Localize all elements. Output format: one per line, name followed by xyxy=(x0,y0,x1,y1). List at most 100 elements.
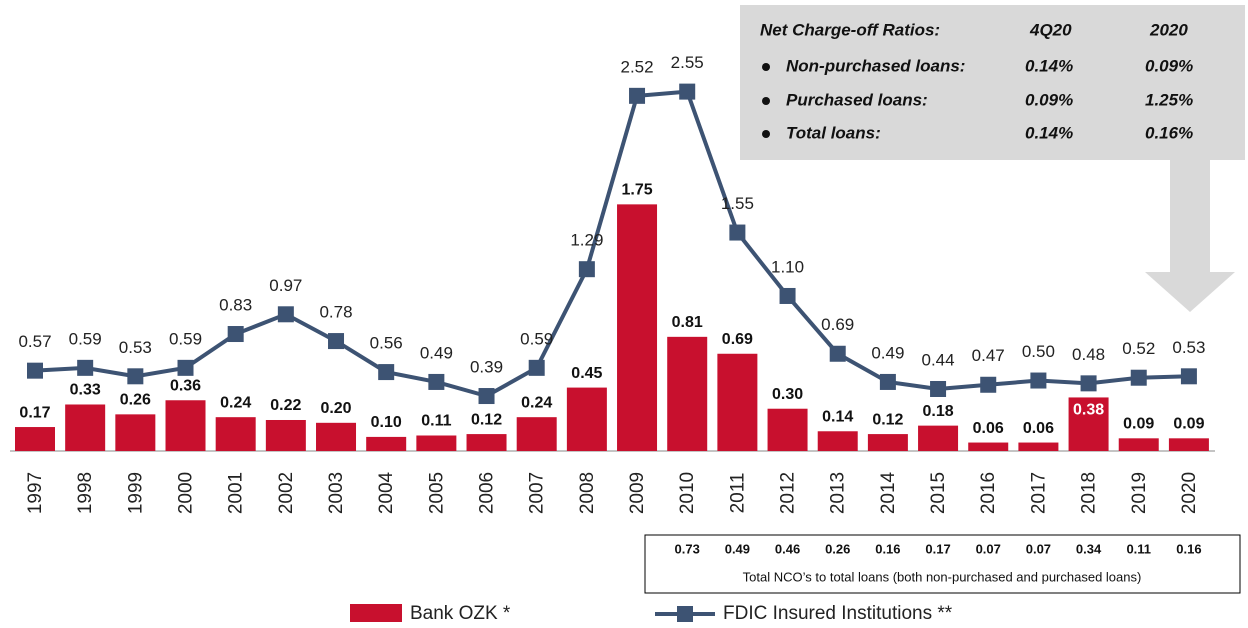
nco-value: 0.34 xyxy=(1076,541,1102,556)
nco-value: 0.17 xyxy=(925,541,950,556)
nco-value: 0.07 xyxy=(1026,541,1051,556)
bar-value-label: 0.11 xyxy=(421,413,451,430)
nco-value: 0.11 xyxy=(1126,541,1151,556)
line-marker xyxy=(127,368,144,385)
bar xyxy=(316,422,357,451)
bar xyxy=(416,435,457,451)
line-marker xyxy=(1080,375,1097,392)
bar xyxy=(867,434,908,451)
x-tick-label: 2005 xyxy=(426,472,447,514)
bar-value-label: 0.12 xyxy=(872,411,903,428)
x-tick-label: 2004 xyxy=(376,471,397,514)
line-value-label: 1.29 xyxy=(570,231,603,250)
bar-value-label: 0.69 xyxy=(722,331,753,348)
line-value-label: 0.69 xyxy=(821,315,854,334)
bar-value-label: 1.75 xyxy=(621,182,652,199)
nco-value: 0.46 xyxy=(775,541,800,556)
line-value-label: 0.78 xyxy=(319,303,352,322)
line-value-label: 0.57 xyxy=(18,332,51,351)
line-value-label: 2.55 xyxy=(671,53,704,72)
line-value-label: 0.49 xyxy=(871,343,904,362)
line-marker xyxy=(227,326,244,343)
line-marker xyxy=(829,345,846,362)
bar xyxy=(65,404,106,451)
nco-value: 0.73 xyxy=(675,541,700,556)
x-tick-label: 2002 xyxy=(276,472,297,514)
x-tick-label: 1999 xyxy=(125,472,146,514)
bar xyxy=(466,434,507,451)
bar xyxy=(566,387,607,451)
bar-value-label: 0.36 xyxy=(170,377,201,394)
inset-cell: 0.16% xyxy=(1145,123,1193,142)
bar-value-label: 0.45 xyxy=(571,365,602,382)
line-value-label: 0.49 xyxy=(420,343,453,362)
line-value-label: 0.83 xyxy=(219,296,252,315)
line-marker xyxy=(779,287,796,304)
inset-cell: Non-purchased loans: xyxy=(786,56,965,75)
line-value-label: 0.50 xyxy=(1022,342,1055,361)
legend-label: FDIC Insured Institutions ** xyxy=(723,603,953,624)
x-tick-label: 2006 xyxy=(477,472,498,514)
x-tick-label: 1998 xyxy=(75,472,96,514)
inset-arrow xyxy=(1145,160,1235,312)
x-tick-label: 2009 xyxy=(627,472,648,514)
line-value-label: 1.10 xyxy=(771,257,804,276)
line-value-label: 0.48 xyxy=(1072,345,1105,364)
nco-box xyxy=(644,534,1241,594)
line-marker xyxy=(328,333,345,350)
bar-value-label: 0.24 xyxy=(521,394,552,411)
line-marker xyxy=(679,83,696,100)
bar xyxy=(1168,438,1209,451)
inset-header: 2020 xyxy=(1149,20,1188,39)
x-tick-label: 2001 xyxy=(226,472,247,514)
line-value-label: 0.52 xyxy=(1122,339,1155,358)
line-value-label: 0.53 xyxy=(119,338,152,357)
bar-value-label: 0.12 xyxy=(471,411,502,428)
line-marker xyxy=(27,362,43,379)
bar-value-label: 0.06 xyxy=(1023,420,1054,437)
bullet xyxy=(762,130,770,138)
x-tick-label: 2015 xyxy=(928,472,949,514)
bar xyxy=(717,353,758,451)
inset-cell: Purchased loans: xyxy=(786,90,928,109)
legend-swatch xyxy=(350,604,402,622)
x-tick-label: 2008 xyxy=(577,472,598,514)
line-value-label: 0.97 xyxy=(269,276,302,295)
bar xyxy=(767,408,808,451)
bar xyxy=(1068,397,1109,451)
bar xyxy=(918,425,959,451)
x-tick-label: 2010 xyxy=(677,472,698,514)
bullet xyxy=(762,63,770,71)
x-tick-label: 2014 xyxy=(878,471,899,514)
bar-value-label: 0.10 xyxy=(371,414,402,431)
x-tick-label: 2017 xyxy=(1028,472,1049,514)
bar-value-label: 0.17 xyxy=(19,404,50,421)
bar-value-label: 0.24 xyxy=(220,394,251,411)
line-marker xyxy=(1180,368,1197,385)
line-marker xyxy=(980,376,997,393)
line-marker xyxy=(1030,372,1047,389)
bar xyxy=(968,442,1009,451)
bar-value-label: 0.09 xyxy=(1173,416,1204,433)
bar-value-label: 0.30 xyxy=(772,386,803,403)
line-value-label: 1.55 xyxy=(721,194,754,213)
bar-value-label: 0.22 xyxy=(270,397,301,414)
line-marker xyxy=(177,359,194,376)
line-marker xyxy=(277,306,294,323)
bullet xyxy=(762,97,770,105)
line-value-label: 0.47 xyxy=(972,346,1005,365)
bar-value-label: 0.33 xyxy=(70,382,101,399)
legend-label: Bank OZK * xyxy=(410,603,511,624)
bar xyxy=(265,419,306,451)
legend-marker xyxy=(677,606,693,622)
line-marker xyxy=(528,359,545,376)
nco-value: 0.49 xyxy=(725,541,750,556)
line-marker xyxy=(478,388,495,405)
x-tick-label: 2013 xyxy=(828,472,849,514)
x-tick-label: 2016 xyxy=(978,472,999,514)
bar xyxy=(215,417,256,451)
inset-cell: 1.25% xyxy=(1145,90,1193,109)
x-tick-label: 2003 xyxy=(326,472,347,514)
line-marker xyxy=(428,373,445,390)
line-marker xyxy=(1130,369,1147,386)
